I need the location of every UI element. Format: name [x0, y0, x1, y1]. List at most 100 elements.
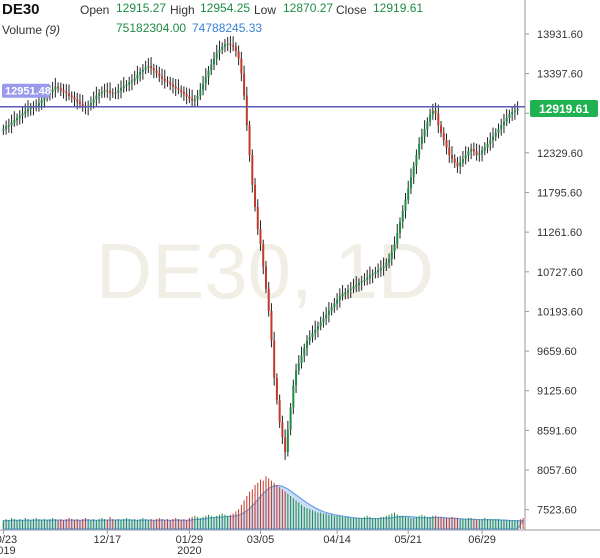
- candle-body: [347, 290, 350, 293]
- y-tick-label: 9125.60: [537, 386, 577, 398]
- candle-body: [338, 296, 341, 300]
- candle-body: [396, 233, 399, 245]
- candle-body: [65, 91, 68, 94]
- y-tick-label: 8591.60: [537, 425, 577, 437]
- last-price-tag[interactable]: [530, 100, 598, 118]
- candle-body: [98, 93, 101, 96]
- candle-body: [270, 310, 273, 341]
- candle-body: [188, 96, 191, 99]
- candle-body: [388, 259, 391, 263]
- candle-body: [26, 109, 29, 112]
- candle-body: [415, 155, 418, 167]
- candle-body: [106, 90, 109, 92]
- candle-body: [125, 84, 128, 87]
- level-tag[interactable]: [2, 83, 50, 98]
- candle-body: [210, 64, 213, 71]
- candle-body: [316, 325, 319, 330]
- symbol-title: DE30: [2, 1, 40, 18]
- candle-body: [177, 88, 180, 90]
- candle-body: [412, 166, 415, 178]
- candle-body: [286, 429, 289, 453]
- candle-body: [453, 158, 456, 163]
- candle-body: [196, 95, 199, 100]
- candle-body: [284, 437, 287, 453]
- candle-body: [278, 400, 281, 423]
- candle-body: [10, 122, 13, 126]
- level-tag-label: 12951.48: [5, 86, 51, 98]
- candle-body: [379, 267, 382, 271]
- candle-body: [360, 281, 363, 283]
- candle-body: [81, 103, 84, 107]
- candle-body: [59, 88, 62, 91]
- candle-body: [24, 111, 27, 114]
- candle-body: [223, 44, 226, 47]
- candle-body: [122, 86, 125, 89]
- candle-body: [497, 129, 500, 133]
- candle-body: [426, 121, 429, 130]
- candle-body: [440, 125, 443, 133]
- candle-body: [76, 99, 79, 102]
- candle-body: [254, 184, 257, 208]
- last-price-label: 12919.61: [539, 102, 589, 116]
- candle-body: [464, 155, 467, 159]
- candle-body: [450, 155, 453, 159]
- candle-body: [133, 78, 136, 81]
- candle-body: [481, 150, 484, 154]
- candle-body: [158, 73, 161, 77]
- candle-body: [199, 89, 202, 96]
- x-tick-label: 06/29: [468, 534, 496, 546]
- candle-body: [456, 162, 459, 167]
- candle-body: [275, 377, 278, 401]
- candle-body: [500, 125, 503, 130]
- candle-body: [303, 348, 306, 356]
- candle-body: [336, 299, 339, 304]
- candle-body: [62, 90, 65, 92]
- candle-body: [385, 262, 388, 267]
- candle-body: [508, 114, 511, 118]
- candle-body: [371, 273, 374, 276]
- candle-body: [259, 229, 262, 245]
- candle-body: [407, 188, 410, 200]
- candle-body: [117, 90, 120, 93]
- candle-body: [292, 385, 295, 408]
- candle-body: [232, 45, 235, 47]
- candle-body: [191, 98, 194, 101]
- candle-body: [448, 147, 451, 156]
- candle-body: [218, 49, 221, 53]
- candle-body: [349, 288, 352, 291]
- candle-body: [420, 136, 423, 144]
- candle-body: [429, 114, 432, 122]
- candle-body: [502, 121, 505, 126]
- candle-body: [103, 90, 106, 92]
- candle-body: [237, 51, 240, 59]
- candle-body: [185, 94, 188, 97]
- x-tick-label: 10/23: [0, 534, 17, 546]
- candle-body: [248, 125, 251, 156]
- candle-body: [516, 109, 519, 111]
- candle-body: [475, 151, 478, 156]
- low-value: 12870.27: [283, 1, 334, 15]
- candle-body: [207, 70, 210, 78]
- candle-body: [144, 67, 147, 70]
- candle-body: [390, 251, 393, 260]
- candle-body: [78, 101, 81, 104]
- candle-body: [89, 103, 92, 107]
- y-tick-label: 10727.60: [537, 267, 583, 279]
- x-tick-label: 03/05: [247, 534, 275, 546]
- candle-body: [478, 153, 481, 156]
- candle-body: [111, 92, 114, 94]
- volume-value: 75182304.00: [116, 21, 187, 35]
- x-tick-year: 2020: [177, 545, 201, 557]
- candle-body: [327, 310, 330, 315]
- candle-body: [130, 80, 133, 83]
- open-label: Open: [80, 3, 110, 17]
- candle-body: [300, 355, 303, 363]
- candle-body: [434, 110, 437, 114]
- candle-body: [311, 333, 314, 337]
- candle-body: [7, 125, 10, 127]
- high-label: High: [170, 3, 195, 17]
- candle-body: [264, 266, 267, 289]
- candle-body: [273, 340, 276, 378]
- candle-body: [256, 207, 259, 230]
